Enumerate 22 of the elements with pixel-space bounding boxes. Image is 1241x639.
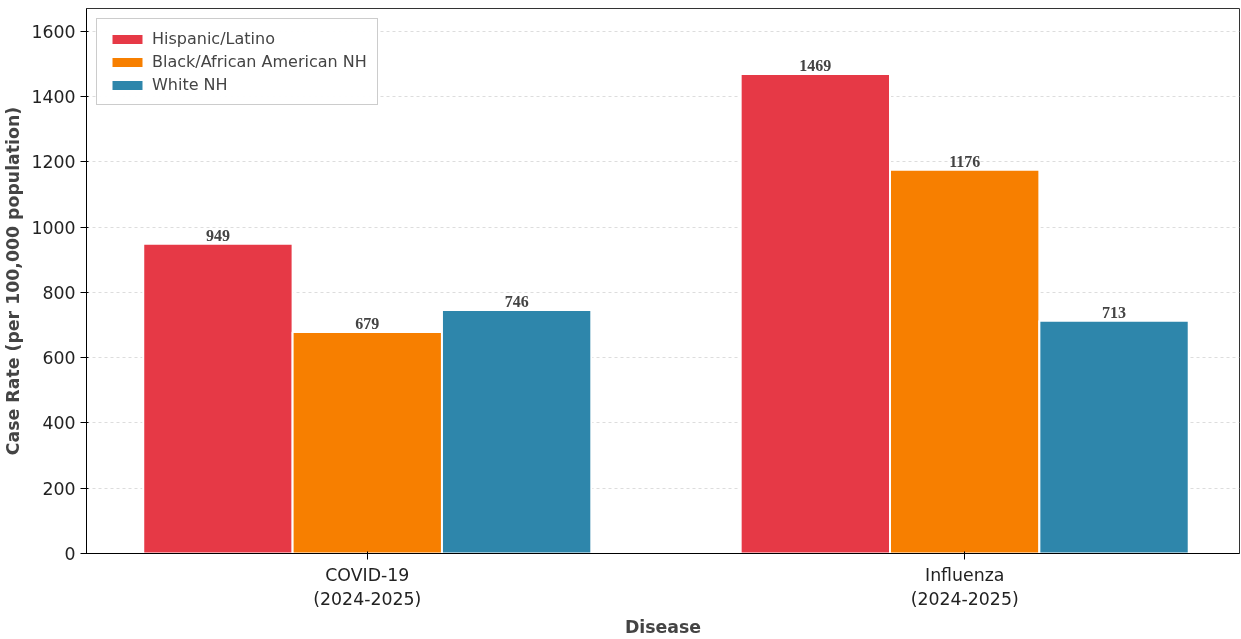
y-tick-label: 1200 (31, 152, 76, 173)
y-tick-label: 1000 (31, 217, 76, 238)
data-label: 1469 (799, 57, 832, 75)
data-label: 949 (205, 226, 230, 244)
y-tick-label: 1600 (31, 21, 76, 42)
legend-label: Black/African American NH (152, 52, 367, 71)
y-axis-title: Case Rate (per 100,000 population) (3, 106, 24, 456)
y-tick-label: 0 (64, 544, 76, 564)
legend-label: Hispanic/Latino (152, 29, 275, 48)
y-tick-label: 400 (42, 413, 76, 434)
x-axis-title: Disease (624, 616, 702, 637)
data-label: 679 (355, 314, 380, 332)
legend-label: White NH (152, 75, 228, 94)
x-tick-label: COVID-19 (2024-2025) (313, 564, 422, 609)
y-tick-label: 1400 (31, 87, 76, 108)
y-tick-label: 600 (42, 348, 76, 369)
data-label: 746 (504, 293, 529, 311)
data-label: 1176 (949, 152, 981, 170)
data-label: 713 (1102, 303, 1127, 321)
y-tick-label: 200 (42, 478, 76, 499)
y-tick-label: 800 (42, 282, 76, 303)
x-tick-label: Influenza (2024-2025) (910, 564, 1019, 609)
